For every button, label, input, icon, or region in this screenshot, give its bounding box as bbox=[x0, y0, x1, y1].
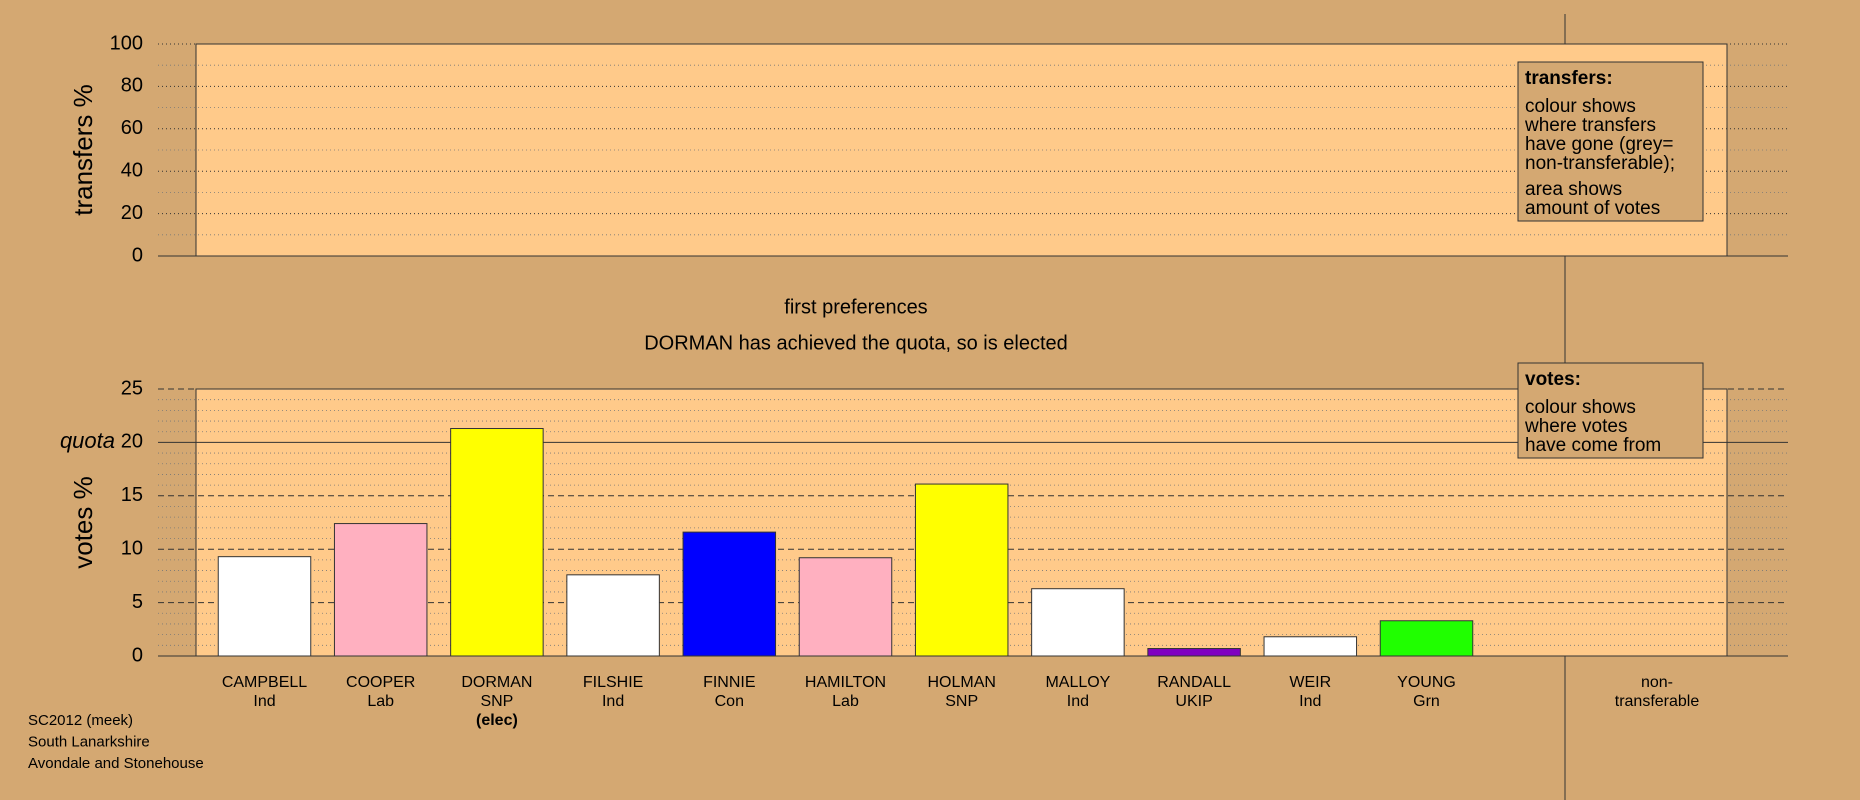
bar bbox=[914, 483, 1009, 657]
x-tick-label: WEIR bbox=[1289, 674, 1331, 691]
x-tick-label: non- bbox=[1641, 674, 1673, 691]
x-tick-label: COOPER bbox=[346, 674, 415, 691]
x-tick-label: HOLMAN bbox=[927, 674, 995, 691]
footer-text: Avondale and Stonehouse bbox=[28, 755, 204, 772]
chart-title: first preferences bbox=[784, 296, 927, 318]
legend-text: colour shows bbox=[1525, 96, 1636, 117]
legend-title: votes: bbox=[1525, 369, 1581, 390]
x-tick-label: (elec) bbox=[476, 712, 518, 729]
x-tick-label: SNP bbox=[945, 693, 978, 710]
y-axis-title: votes % bbox=[68, 476, 98, 569]
bar bbox=[1147, 648, 1241, 657]
x-tick-label: YOUNG bbox=[1397, 674, 1456, 691]
y-tick-label: 60 bbox=[121, 117, 143, 139]
x-tick-label: Ind bbox=[602, 693, 624, 710]
x-tick-label: MALLOY bbox=[1045, 674, 1110, 691]
y-tick-label: 0 bbox=[132, 244, 143, 266]
x-tick-label: Ind bbox=[253, 693, 275, 710]
y-tick-label: 20 bbox=[121, 431, 143, 453]
legend-text: non-transferable); bbox=[1525, 153, 1675, 174]
legend-box bbox=[1517, 61, 1704, 222]
x-tick-label: Ind bbox=[1299, 693, 1321, 710]
x-tick-label: CAMPBELL bbox=[222, 674, 307, 691]
legend-text: where transfers bbox=[1524, 115, 1656, 136]
y-tick-label: 40 bbox=[121, 159, 143, 181]
legend-text: where votes bbox=[1524, 416, 1627, 437]
x-tick-label: FINNIE bbox=[703, 674, 755, 691]
y-tick-label: 0 bbox=[132, 644, 143, 666]
x-tick-label: Ind bbox=[1067, 693, 1089, 710]
x-tick-label: Grn bbox=[1413, 693, 1440, 710]
x-tick-label: UKIP bbox=[1175, 693, 1212, 710]
y-axis-title: transfers % bbox=[68, 84, 98, 216]
bar bbox=[333, 523, 428, 657]
y-tick-label: 25 bbox=[121, 377, 143, 399]
legend-text: amount of votes bbox=[1525, 198, 1660, 219]
footer-text: South Lanarkshire bbox=[28, 733, 150, 750]
y-tick-label: 15 bbox=[121, 484, 143, 506]
y-tick-label: 20 bbox=[121, 202, 143, 224]
x-tick-label: Lab bbox=[832, 693, 859, 710]
x-tick-label: SNP bbox=[480, 693, 513, 710]
y-tick-label: 10 bbox=[121, 537, 143, 559]
footer-text: SC2012 (meek) bbox=[28, 712, 133, 729]
x-tick-label: Con bbox=[715, 693, 744, 710]
plot-area bbox=[195, 43, 1728, 257]
y-tick-label: 80 bbox=[121, 75, 143, 97]
quota-label: quota bbox=[60, 428, 115, 453]
legend-text: area shows bbox=[1525, 179, 1622, 200]
x-tick-label: DORMAN bbox=[461, 674, 532, 691]
bar bbox=[798, 557, 893, 657]
legend-text: have gone (grey= bbox=[1525, 134, 1673, 155]
y-tick-label: 5 bbox=[132, 591, 143, 613]
bar bbox=[682, 531, 777, 657]
bar bbox=[450, 428, 544, 657]
bar bbox=[566, 574, 660, 657]
x-tick-label: HAMILTON bbox=[805, 674, 886, 691]
x-tick-label: FILSHIE bbox=[583, 674, 643, 691]
chart-subtitle: DORMAN has achieved the quota, so is ele… bbox=[644, 332, 1068, 354]
bar bbox=[1263, 636, 1358, 657]
legend-text: have come from bbox=[1525, 435, 1661, 456]
bar bbox=[217, 556, 312, 657]
bar bbox=[1379, 620, 1474, 657]
legend-title: transfers: bbox=[1525, 68, 1613, 89]
bar bbox=[1031, 588, 1125, 657]
y-tick-label: 100 bbox=[110, 32, 143, 54]
x-tick-label: transferable bbox=[1615, 693, 1700, 710]
legend-text: colour shows bbox=[1525, 397, 1636, 418]
legend-box bbox=[1517, 362, 1704, 459]
x-tick-label: RANDALL bbox=[1157, 674, 1231, 691]
x-tick-label: Lab bbox=[367, 693, 394, 710]
